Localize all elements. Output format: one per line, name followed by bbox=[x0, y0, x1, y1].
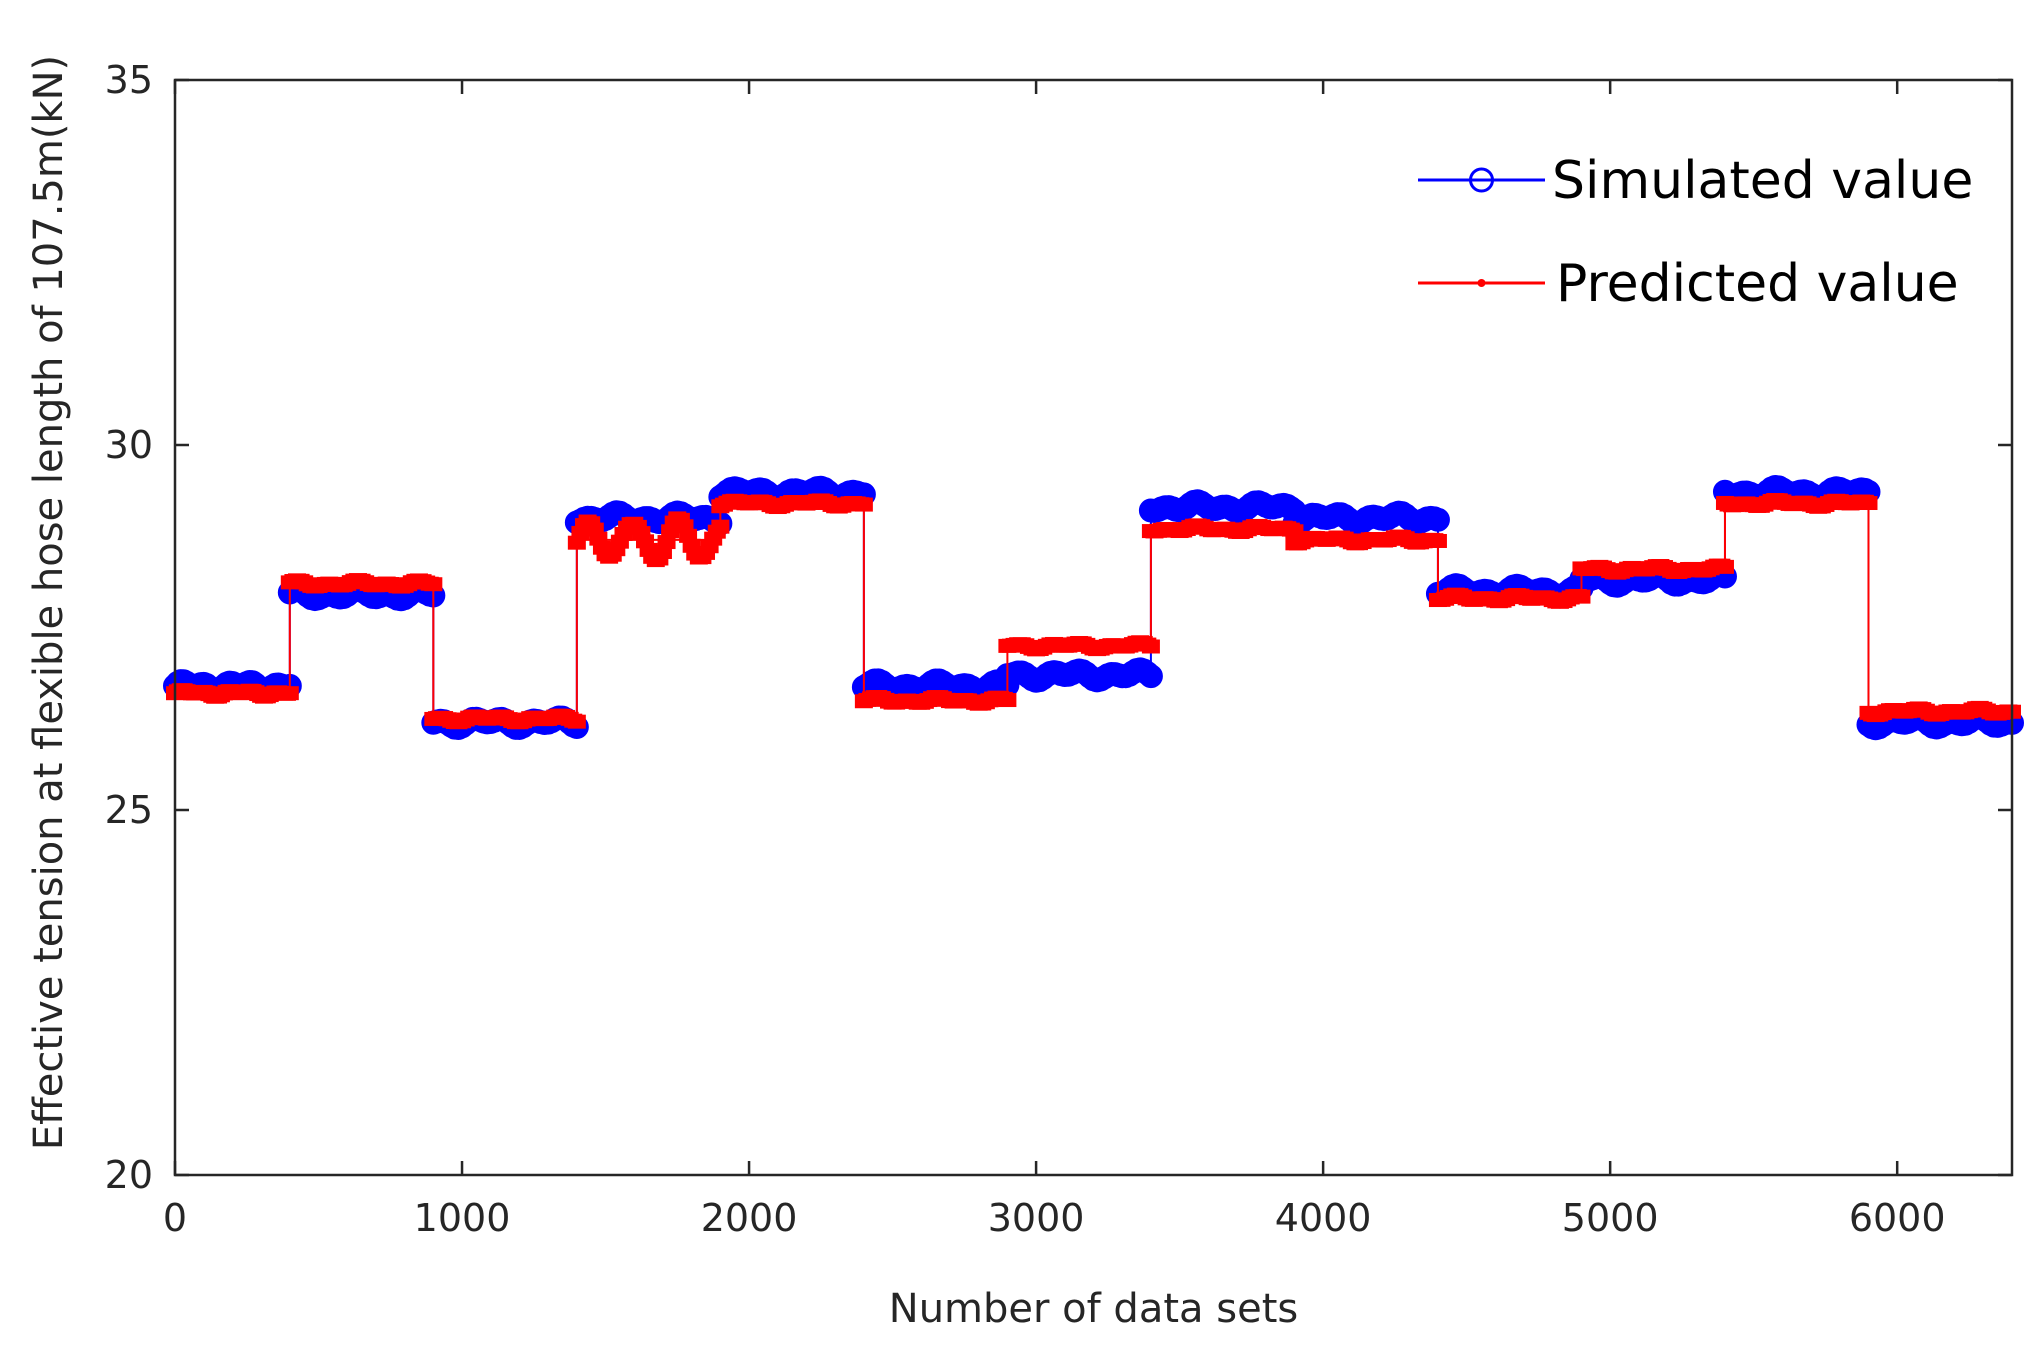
x-tick-label: 0 bbox=[163, 1196, 187, 1240]
y-tick-label: 20 bbox=[105, 1153, 153, 1197]
data-point bbox=[281, 686, 299, 700]
data-point bbox=[1716, 560, 1734, 574]
y-axis-title: Effective tension at flexible hose lengt… bbox=[26, 55, 72, 1150]
series-simulated bbox=[164, 476, 2023, 739]
legend: Simulated value Predicted value bbox=[1418, 151, 1973, 314]
line-chart: 0 1000 2000 3000 4000 5000 6000 20 25 30 35 Number… bbox=[0, 0, 2028, 1347]
x-tick-label: 4000 bbox=[1275, 1196, 1372, 1240]
x-tick-label: 3000 bbox=[988, 1196, 1085, 1240]
x-tick-label: 1000 bbox=[414, 1196, 511, 1240]
data-point bbox=[1859, 496, 1877, 510]
legend-marker-predicted bbox=[1478, 279, 1486, 287]
data-point bbox=[1572, 590, 1590, 604]
data-point bbox=[1140, 665, 1162, 687]
data-point bbox=[855, 498, 873, 512]
x-tick-label: 2000 bbox=[701, 1196, 798, 1240]
plot-frame bbox=[175, 80, 2012, 1175]
legend-label-simulated: Simulated value bbox=[1552, 151, 1973, 211]
series-predicted bbox=[166, 493, 2021, 729]
data-point bbox=[424, 577, 442, 591]
y-tick-label: 30 bbox=[105, 423, 153, 467]
series-layer bbox=[164, 476, 2023, 739]
data-point bbox=[1427, 509, 1449, 531]
x-axis-title: Number of data sets bbox=[889, 1286, 1298, 1332]
x-tick-label: 6000 bbox=[1849, 1196, 1946, 1240]
data-point bbox=[1429, 534, 1447, 548]
y-tick-label: 35 bbox=[105, 58, 153, 102]
x-tick-label: 5000 bbox=[1562, 1196, 1659, 1240]
data-point bbox=[711, 520, 729, 534]
legend-label-predicted: Predicted value bbox=[1556, 254, 1959, 314]
data-point bbox=[568, 715, 586, 729]
data-point bbox=[998, 693, 1016, 707]
data-point bbox=[1142, 639, 1160, 653]
y-tick-label: 25 bbox=[105, 788, 153, 832]
